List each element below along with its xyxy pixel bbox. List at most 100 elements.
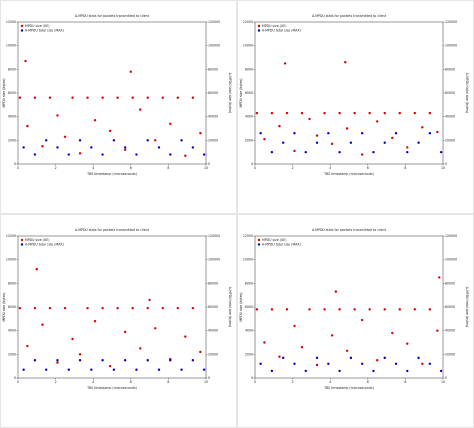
x-tick-label: 6	[130, 380, 132, 384]
data-point	[22, 146, 25, 149]
y-tick-label: 8000	[245, 281, 253, 285]
data-point	[86, 306, 89, 310]
data-point	[48, 96, 52, 99]
data-point	[161, 96, 164, 99]
data-point	[123, 359, 127, 362]
data-point	[263, 137, 266, 141]
data-point	[123, 146, 127, 149]
x-tick-label: 8	[404, 380, 406, 384]
data-point	[101, 306, 104, 310]
data-point	[180, 368, 183, 371]
data-point	[349, 356, 353, 360]
data-point	[413, 111, 416, 115]
y2-tick-label: 20000	[208, 352, 218, 356]
x-tick-label: 4	[329, 380, 331, 384]
y2-tick-label: 0	[445, 376, 447, 380]
y-tick-label: 0	[251, 162, 253, 166]
data-point	[131, 96, 134, 99]
chart-title: A-MPDU stats for packets transmitted to …	[312, 228, 387, 232]
x-tick-label: 2	[55, 166, 57, 170]
data-point	[191, 359, 195, 362]
x-axis-label: TBS timestamp (microseconds)	[86, 386, 137, 390]
y-axis-label: MPDU size (bytes)	[2, 79, 6, 108]
y-tick-label: 8000	[8, 281, 16, 285]
data-point	[78, 353, 82, 356]
data-point	[90, 146, 93, 149]
data-point	[48, 306, 52, 310]
data-point	[315, 363, 319, 367]
data-point	[154, 139, 157, 142]
data-point	[391, 331, 394, 335]
chart-panel: A-MPDU stats for packets transmitted to …	[237, 0, 474, 214]
data-point	[417, 356, 420, 360]
data-point	[78, 359, 82, 362]
data-point	[157, 146, 161, 149]
y2-tick-label: 0	[208, 376, 210, 380]
y2-tick-label: 0	[445, 162, 447, 166]
data-point	[176, 306, 179, 310]
y-tick-label: 6000	[245, 305, 253, 309]
data-point	[169, 153, 172, 156]
y2-axis-label: A-MPDU total size (bytes)	[228, 73, 232, 114]
x-axis-label: TBS timestamp (microseconds)	[323, 172, 374, 176]
chart-panel: A-MPDU stats for packets transmitted to …	[0, 214, 237, 428]
x-tick-label: 8	[404, 166, 406, 170]
data-point	[129, 70, 132, 73]
data-point	[146, 306, 149, 310]
data-point	[56, 361, 59, 364]
legend-label: MPDU size (UE)	[25, 24, 50, 28]
data-point	[300, 111, 304, 115]
data-point	[421, 362, 424, 365]
chart-panel: A-MPDU stats for packets transmitted to …	[237, 214, 474, 428]
data-point	[56, 359, 59, 362]
x-tick-label: 10	[441, 380, 445, 384]
data-point	[180, 139, 183, 142]
data-point	[308, 308, 311, 311]
y2-tick-label: 100000	[208, 258, 220, 262]
data-point	[439, 150, 443, 154]
x-axis-label: TBS timestamp (microseconds)	[86, 172, 137, 176]
data-point	[308, 117, 311, 121]
data-point	[259, 132, 262, 135]
data-point	[391, 136, 394, 140]
y-tick-label: 2000	[245, 138, 253, 142]
data-point	[135, 368, 138, 371]
y-tick-label: 10000	[243, 258, 253, 262]
data-point	[71, 337, 74, 341]
y2-tick-label: 120000	[445, 20, 457, 24]
data-point	[285, 308, 289, 311]
y2-tick-label: 40000	[208, 115, 218, 119]
y2-tick-label: 120000	[445, 234, 457, 238]
data-point	[63, 306, 67, 310]
data-point	[86, 96, 89, 99]
y2-tick-label: 40000	[445, 115, 455, 119]
data-point	[344, 61, 347, 64]
data-point	[406, 369, 409, 373]
data-point	[33, 306, 37, 310]
legend-label: A-MPDU total size (MAX)	[262, 243, 301, 247]
data-point	[116, 306, 119, 310]
data-point	[63, 135, 67, 138]
plot-frame	[17, 21, 207, 165]
data-point	[334, 290, 338, 293]
data-point	[330, 334, 334, 337]
chart-title: A-MPDU stats for packets transmitted to …	[75, 228, 150, 232]
data-point	[353, 308, 356, 311]
x-tick-label: 10	[204, 166, 208, 170]
y2-axis-label: A-MPDU total size (bytes)	[228, 287, 232, 328]
data-point	[108, 364, 112, 368]
data-point	[191, 306, 195, 310]
x-tick-label: 2	[55, 380, 57, 384]
data-point	[304, 369, 307, 373]
y-axis-label: MPDU size (bytes)	[239, 293, 243, 322]
y2-tick-label: 100000	[445, 44, 457, 48]
data-point	[108, 129, 112, 133]
x-tick-label: 6	[367, 380, 369, 384]
y-tick-label: 2000	[245, 352, 253, 356]
x-tick-label: 6	[367, 166, 369, 170]
data-point	[283, 62, 287, 65]
legend-marker	[257, 24, 261, 28]
legend-label: MPDU size (UE)	[262, 24, 287, 28]
data-point	[406, 342, 409, 345]
y-tick-label: 6000	[8, 305, 16, 309]
